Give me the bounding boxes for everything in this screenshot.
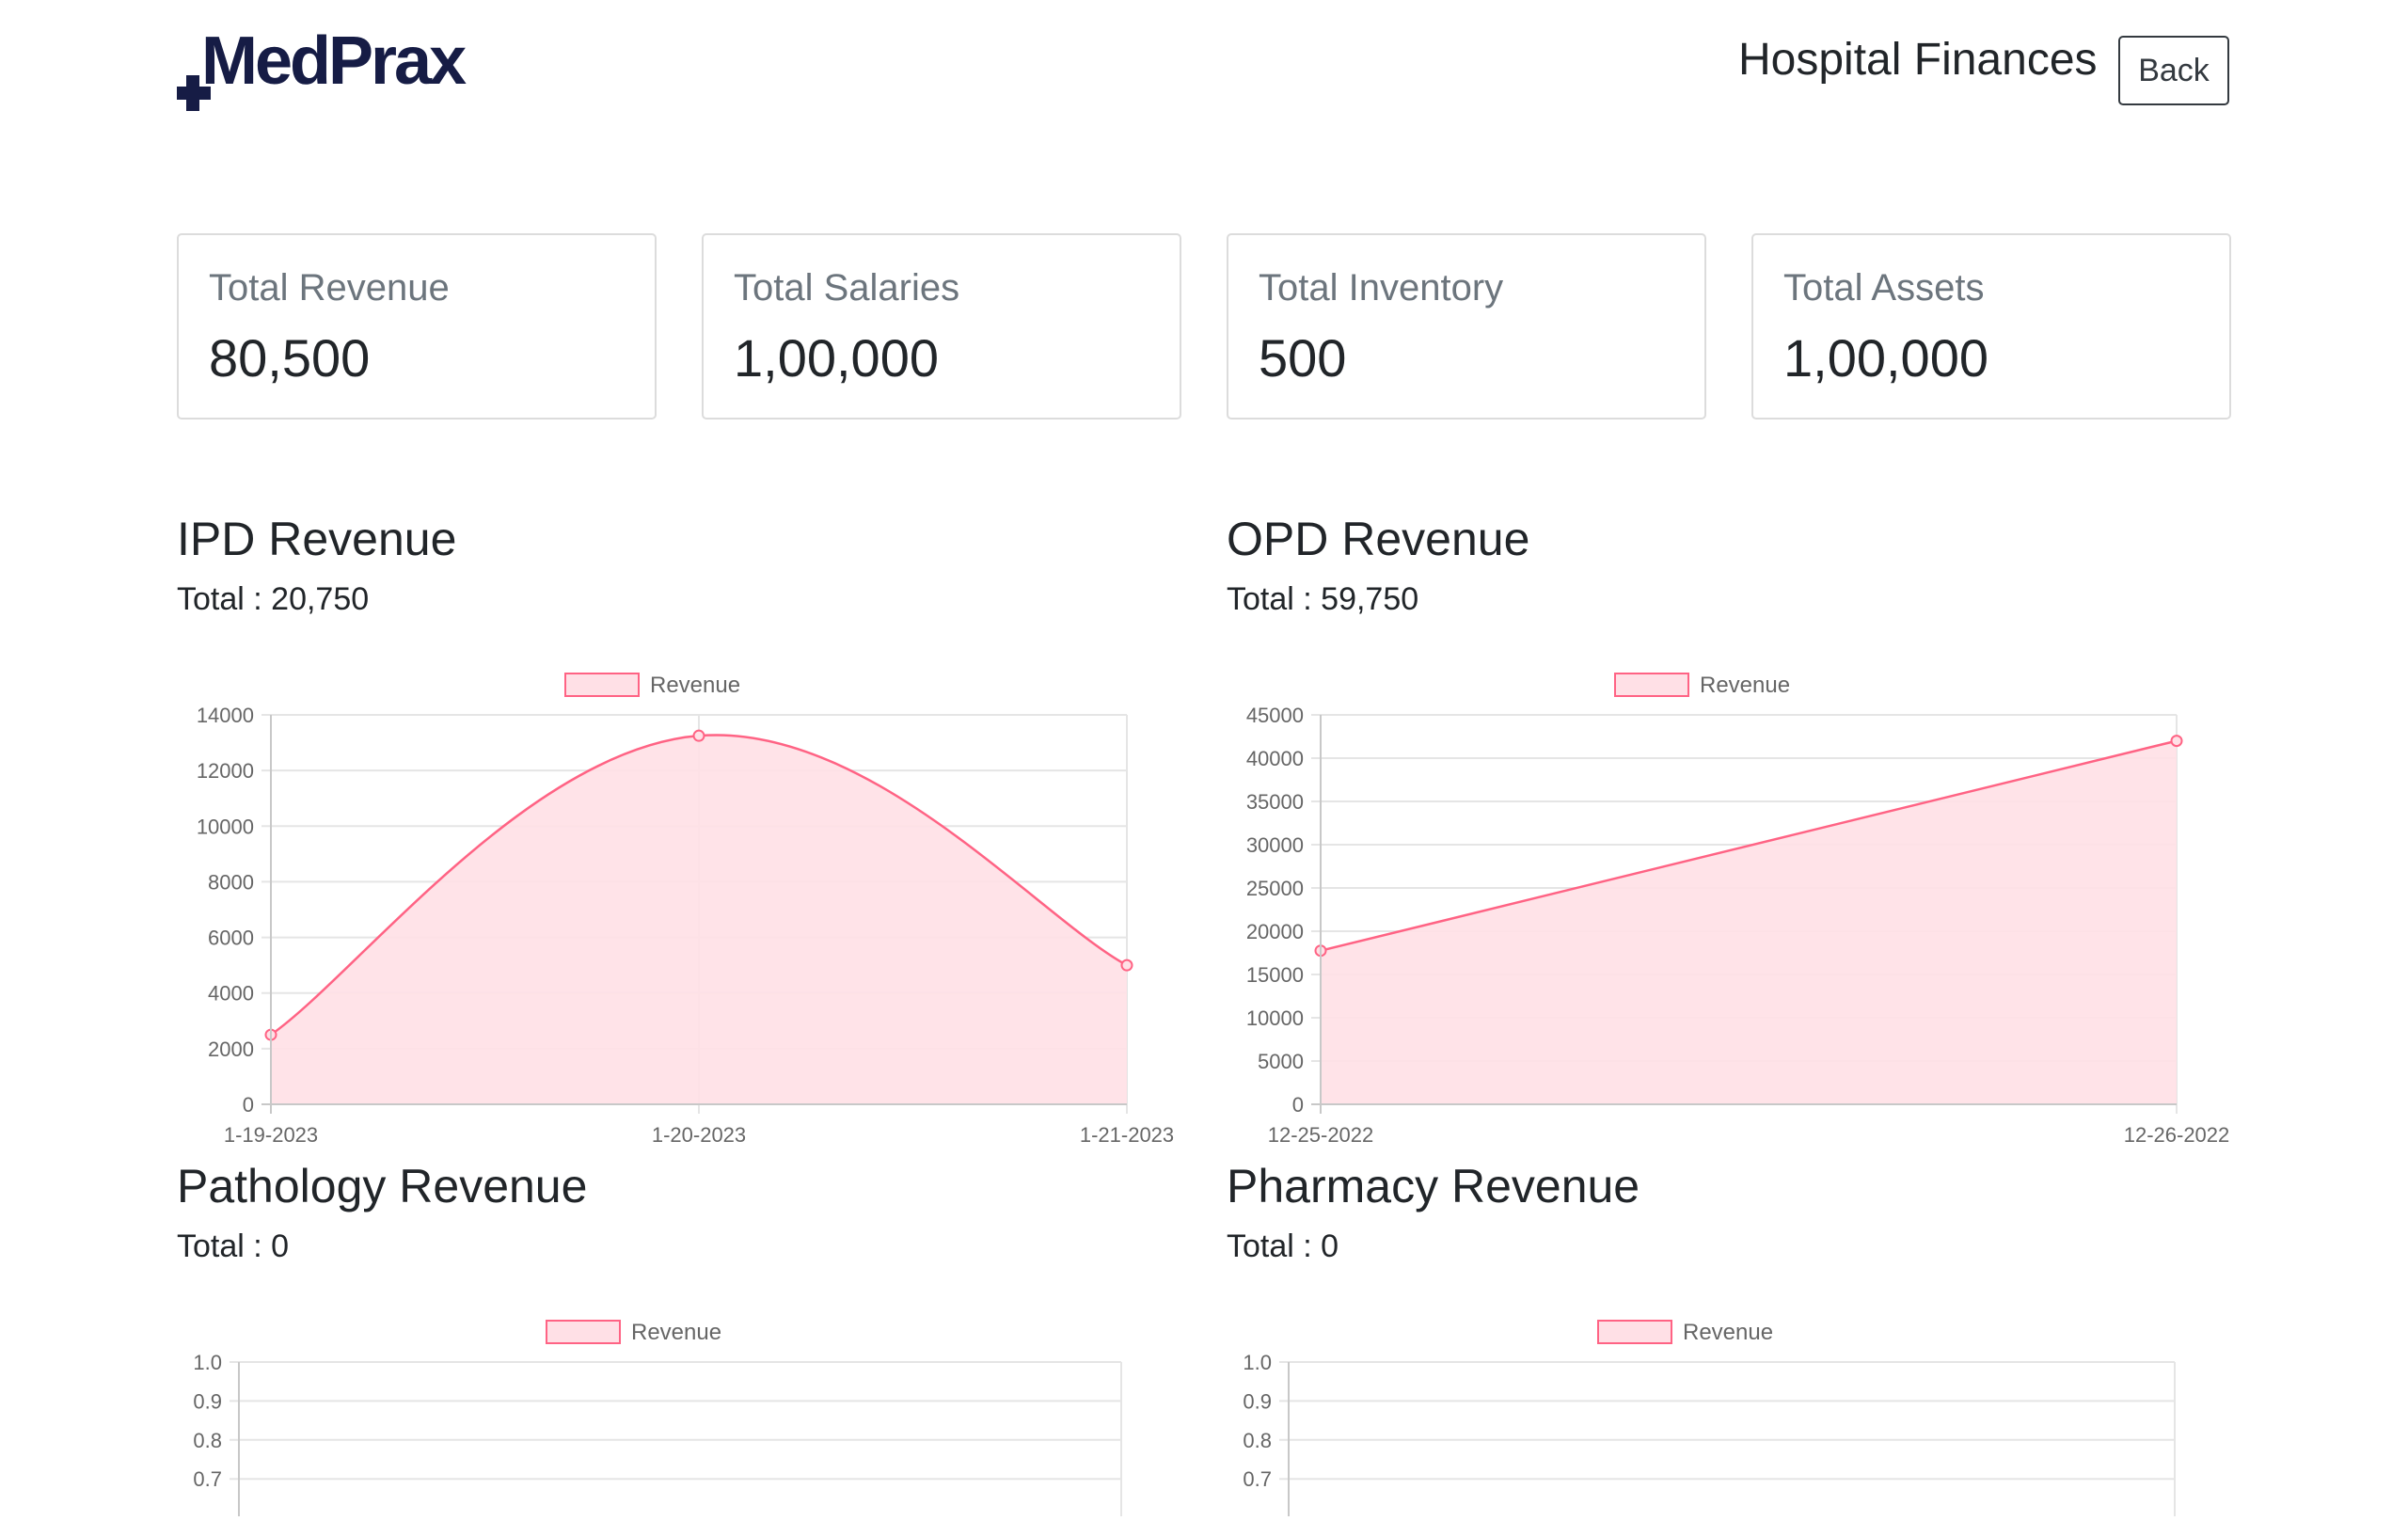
y-tick-label: 4000 — [208, 982, 254, 1006]
card-label: Total Salaries — [734, 267, 960, 309]
y-tick-label: 10000 — [1246, 1006, 1304, 1030]
opd-chart-svg: Revenue 0 5000 10000 15000 20000 25000 30000 350… — [1246, 673, 2230, 1147]
total-assets-card: Total Assets 1,00,000 — [1751, 233, 2231, 420]
pathology-chart-svg: Revenue 1.0 0.9 0.8 0.7 — [193, 1320, 1122, 1516]
card-value: 1,00,000 — [734, 328, 939, 388]
y-tick-label: 0.8 — [1243, 1429, 1272, 1452]
data-point — [692, 729, 705, 742]
legend-label: Revenue — [631, 1320, 721, 1345]
y-tick-label: 14000 — [197, 704, 254, 727]
total-inventory-card: Total Inventory 500 — [1227, 233, 1706, 420]
section-title: IPD Revenue — [177, 513, 457, 565]
y-tick-label: 15000 — [1246, 963, 1304, 987]
cross-icon — [177, 75, 211, 111]
pharmacy-revenue-chart: Revenue 1.0 0.9 0.8 0.7 — [1227, 1309, 2242, 1521]
legend-label: Revenue — [1683, 1320, 1773, 1345]
opd-revenue-chart: Revenue 0 5000 10000 15000 20000 25000 30000 350… — [1227, 662, 2242, 1156]
data-point — [1120, 959, 1133, 972]
y-tick-label: 0.7 — [1243, 1467, 1272, 1491]
legend-swatch — [1597, 1320, 1672, 1344]
section-total: Total : 20,750 — [177, 581, 370, 617]
y-tick-label: 6000 — [208, 927, 254, 950]
y-tick-label: 1.0 — [193, 1351, 222, 1374]
y-tick-label: 0 — [243, 1093, 254, 1117]
y-tick-label: 0.9 — [1243, 1389, 1272, 1413]
data-point — [2170, 735, 2183, 748]
y-tick-label: 12000 — [197, 759, 254, 783]
x-tick-label: 1-20-2023 — [652, 1123, 746, 1147]
y-tick-label: 30000 — [1246, 833, 1304, 857]
x-tick-label: 1-19-2023 — [224, 1123, 318, 1147]
y-tick-label: 0.9 — [193, 1389, 222, 1413]
legend-label: Revenue — [650, 673, 740, 698]
y-tick-label: 35000 — [1246, 790, 1304, 814]
y-tick-label: 5000 — [1258, 1050, 1304, 1073]
y-tick-label: 2000 — [208, 1038, 254, 1061]
card-value: 80,500 — [209, 328, 371, 388]
y-tick-label: 45000 — [1246, 704, 1304, 727]
section-title: OPD Revenue — [1227, 513, 1530, 565]
y-tick-label: 10000 — [197, 815, 254, 838]
legend-swatch — [546, 1320, 621, 1344]
total-revenue-card: Total Revenue 80,500 — [177, 233, 657, 420]
series-area — [271, 735, 1127, 1104]
series-area — [1321, 740, 2177, 1104]
ipd-chart-svg: Revenue 0 2000 4000 6000 8000 10000 12000 14000 1… — [197, 673, 1174, 1147]
pathology-revenue-chart: Revenue 1.0 0.9 0.8 0.7 — [177, 1309, 1193, 1521]
legend-label: Revenue — [1700, 673, 1790, 698]
x-tick-label: 12-25-2022 — [1268, 1123, 1374, 1147]
legend-swatch — [1614, 673, 1689, 697]
card-value: 1,00,000 — [1783, 328, 1988, 388]
back-button[interactable]: Back — [2118, 36, 2229, 105]
page-title: Hospital Finances — [1738, 35, 2098, 85]
total-salaries-card: Total Salaries 1,00,000 — [702, 233, 1181, 420]
x-tick-label: 1-21-2023 — [1080, 1123, 1174, 1147]
y-tick-label: 0.8 — [193, 1429, 222, 1452]
logo-text: MedPrax — [201, 24, 467, 99]
series-line — [1320, 739, 2178, 952]
y-tick-label: 0 — [1292, 1093, 1304, 1117]
y-tick-label: 40000 — [1246, 747, 1304, 770]
section-title: Pathology Revenue — [177, 1160, 588, 1212]
card-value: 500 — [1259, 328, 1347, 388]
y-tick-label: 0.7 — [193, 1467, 222, 1491]
legend-swatch — [564, 673, 640, 697]
y-tick-label: 8000 — [208, 870, 254, 894]
x-tick-label: 12-26-2022 — [2124, 1123, 2230, 1147]
y-tick-label: 25000 — [1246, 877, 1304, 900]
page-header: MedPrax Hospital Finances Back — [0, 0, 2408, 141]
card-label: Total Inventory — [1259, 267, 1504, 309]
section-total: Total : 59,750 — [1227, 581, 1419, 617]
section-title: Pharmacy Revenue — [1227, 1160, 1640, 1212]
ipd-revenue-chart: Revenue 0 2000 4000 6000 8000 10000 12000 14000 1… — [177, 662, 1193, 1156]
section-total: Total : 0 — [177, 1228, 290, 1264]
pharmacy-chart-svg: Revenue 1.0 0.9 0.8 0.7 — [1243, 1320, 2176, 1516]
y-tick-label: 1.0 — [1243, 1351, 1272, 1374]
y-tick-label: 20000 — [1246, 920, 1304, 943]
section-total: Total : 0 — [1227, 1228, 1339, 1264]
card-label: Total Revenue — [209, 267, 450, 309]
card-label: Total Assets — [1783, 267, 1985, 309]
